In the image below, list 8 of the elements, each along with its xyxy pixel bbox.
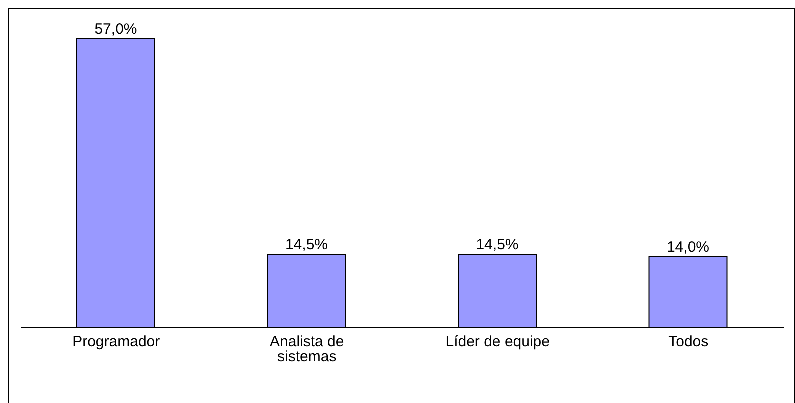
data-label: 14,5%: [285, 236, 328, 254]
data-label: 57,0%: [94, 21, 138, 38]
x-tick-label: Líder de equipe: [446, 334, 550, 351]
x-tick-label: Analista de sistemas: [270, 334, 344, 366]
data-label: 14,0%: [666, 239, 710, 256]
data-label: 14,5%: [476, 236, 519, 254]
x-tick-label: Programador: [72, 334, 160, 351]
x-tick-label: Todos: [668, 334, 709, 351]
